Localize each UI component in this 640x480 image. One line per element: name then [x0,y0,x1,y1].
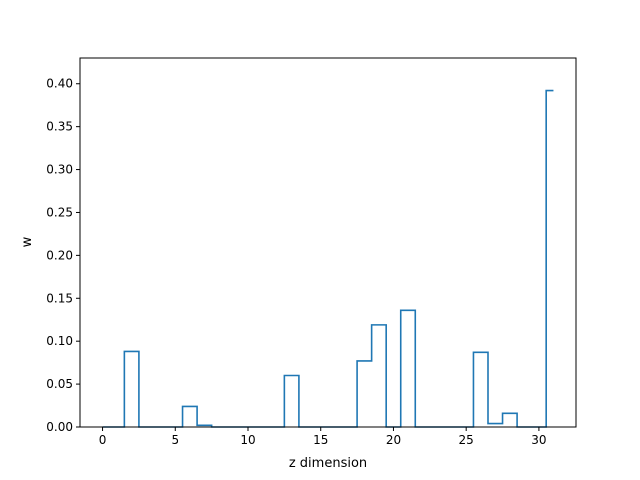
x-tick-label: 20 [386,433,401,447]
x-tick-label: 5 [171,433,179,447]
y-tick-label: 0.10 [46,334,73,348]
y-tick-label: 0.05 [46,377,73,391]
y-tick-label: 0.30 [46,163,73,177]
y-tick-label: 0.35 [46,120,73,134]
y-tick-label: 0.25 [46,205,73,219]
x-axis-label: z dimension [289,456,367,471]
x-tick-label: 25 [459,433,474,447]
x-tick-label: 0 [99,433,107,447]
x-tick-label: 30 [531,433,546,447]
y-tick-label: 0.00 [46,420,73,434]
y-tick-label: 0.40 [46,77,73,91]
y-axis-label: w [20,236,35,247]
y-tick-label: 0.15 [46,291,73,305]
x-tick-label: 15 [313,433,328,447]
x-axis: 0 5 10 15 20 25 30 [99,427,547,447]
x-tick-label: 10 [240,433,255,447]
y-tick-label: 0.20 [46,248,73,262]
plot-frame [79,57,577,428]
y-axis: 0.00 0.05 0.10 0.15 0.20 0.25 0.30 0.35 0.40 [46,77,80,434]
